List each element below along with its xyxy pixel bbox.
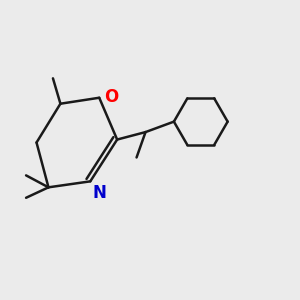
Text: O: O: [105, 88, 119, 106]
Text: N: N: [93, 184, 106, 202]
